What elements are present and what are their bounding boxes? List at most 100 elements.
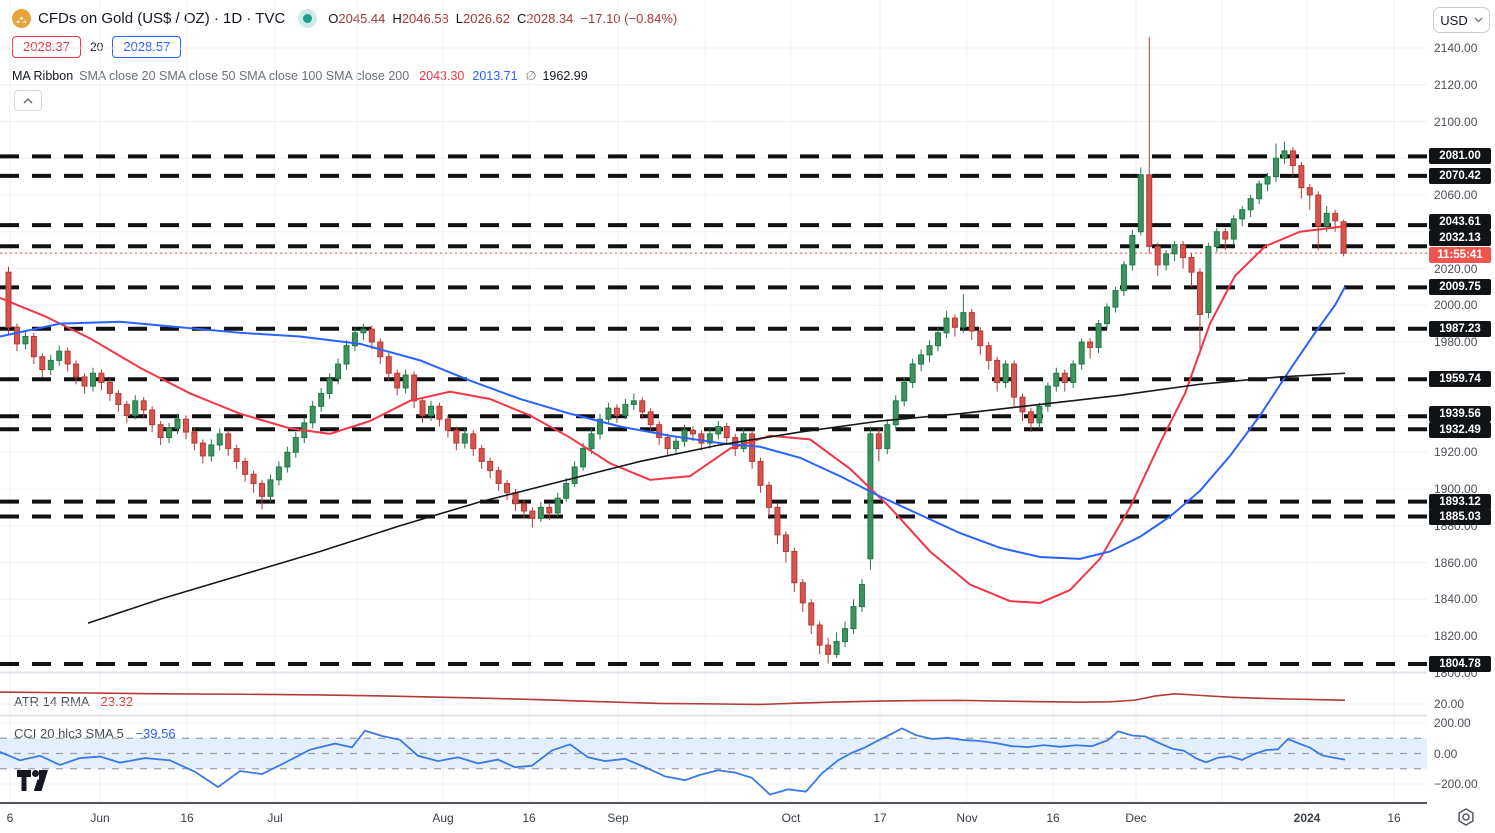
candle[interactable]	[588, 433, 595, 450]
candle[interactable]	[351, 332, 358, 347]
candle[interactable]	[901, 381, 908, 402]
candle[interactable]	[749, 433, 756, 462]
candle[interactable]	[411, 374, 418, 402]
candle[interactable]	[81, 376, 88, 387]
candle[interactable]	[166, 427, 173, 439]
time-axis-settings-icon[interactable]	[1456, 807, 1476, 827]
cci-legend[interactable]: CCI 20 hlc3 SMA 5 −39.56	[14, 726, 176, 741]
candle[interactable]	[951, 317, 958, 328]
candle[interactable]	[64, 350, 71, 365]
candle[interactable]	[1146, 174, 1153, 247]
candle[interactable]	[1230, 218, 1237, 240]
candle[interactable]	[47, 359, 54, 371]
candle[interactable]	[875, 433, 882, 450]
candle[interactable]	[275, 466, 282, 481]
candle[interactable]	[656, 424, 663, 439]
candle[interactable]	[444, 418, 451, 431]
candle[interactable]	[1011, 363, 1018, 398]
candle[interactable]	[816, 624, 823, 646]
sma20-line[interactable]	[0, 225, 1346, 604]
candle[interactable]	[977, 330, 984, 347]
candle[interactable]	[926, 345, 933, 356]
candle[interactable]	[22, 335, 29, 345]
candle[interactable]	[1264, 176, 1271, 185]
candle[interactable]	[132, 400, 139, 416]
candle[interactable]	[478, 448, 485, 462]
atr-line[interactable]	[0, 691, 1346, 706]
cci-line[interactable]	[0, 727, 1346, 796]
candle[interactable]	[242, 460, 249, 475]
candle[interactable]	[1205, 245, 1212, 314]
candle[interactable]	[1180, 244, 1187, 258]
candle[interactable]	[715, 426, 722, 435]
candle[interactable]	[520, 503, 527, 512]
candle[interactable]	[284, 451, 291, 468]
candle[interactable]	[98, 372, 105, 383]
candle[interactable]	[174, 418, 181, 429]
collapse-legend-button[interactable]	[14, 90, 42, 111]
candle[interactable]	[1332, 212, 1339, 222]
candle[interactable]	[985, 345, 992, 361]
candle[interactable]	[1315, 194, 1322, 227]
candle[interactable]	[935, 332, 941, 347]
candle[interactable]	[385, 356, 392, 374]
candle[interactable]	[1340, 221, 1347, 254]
candle[interactable]	[597, 418, 603, 435]
candle[interactable]	[622, 403, 629, 417]
candle[interactable]	[1044, 385, 1051, 407]
candle[interactable]	[858, 584, 865, 608]
candle[interactable]	[140, 400, 147, 411]
candle[interactable]	[943, 317, 950, 334]
candle[interactable]	[343, 345, 350, 365]
candle[interactable]	[123, 403, 130, 417]
candle[interactable]	[436, 405, 443, 420]
candle[interactable]	[613, 407, 620, 416]
candle[interactable]	[546, 506, 553, 514]
candle[interactable]	[909, 363, 916, 383]
candle[interactable]	[580, 448, 587, 468]
candle[interactable]	[191, 431, 198, 444]
candle[interactable]	[968, 312, 975, 332]
candle[interactable]	[791, 550, 798, 584]
candle[interactable]	[461, 433, 468, 444]
candle[interactable]	[13, 326, 20, 345]
market-status-icon[interactable]	[303, 14, 313, 23]
candle[interactable]	[1002, 363, 1009, 383]
candle[interactable]	[292, 437, 299, 453]
candle[interactable]	[1120, 264, 1127, 292]
candle[interactable]	[504, 482, 511, 494]
candle[interactable]	[208, 444, 215, 457]
candle[interactable]	[199, 442, 206, 457]
candle[interactable]	[30, 335, 37, 358]
candle[interactable]	[1213, 231, 1220, 247]
candle[interactable]	[698, 433, 705, 444]
candle[interactable]	[571, 466, 578, 484]
candle[interactable]	[1163, 253, 1170, 266]
candle[interactable]	[1188, 256, 1195, 273]
candle[interactable]	[402, 374, 409, 389]
candle[interactable]	[960, 312, 967, 328]
candle[interactable]	[766, 484, 772, 508]
candle[interactable]	[689, 429, 696, 435]
candle[interactable]	[1137, 174, 1144, 233]
candle[interactable]	[774, 506, 781, 536]
candle[interactable]	[106, 381, 113, 394]
candle[interactable]	[681, 429, 688, 442]
candle[interactable]	[1129, 234, 1136, 266]
candle[interactable]	[419, 400, 426, 416]
candle[interactable]	[453, 429, 460, 444]
sma50-line[interactable]	[0, 286, 1346, 560]
candle[interactable]	[1087, 341, 1094, 349]
candle[interactable]	[39, 356, 46, 371]
candle[interactable]	[1053, 372, 1060, 387]
candle[interactable]	[867, 433, 874, 560]
candle[interactable]	[892, 400, 899, 426]
candle[interactable]	[368, 328, 375, 343]
candle[interactable]	[1289, 150, 1296, 167]
candle[interactable]	[1298, 165, 1305, 189]
candle[interactable]	[182, 418, 189, 433]
candle[interactable]	[394, 372, 401, 389]
candle[interactable]	[335, 363, 342, 380]
ask-price-button[interactable]: 2028.57	[112, 36, 182, 58]
